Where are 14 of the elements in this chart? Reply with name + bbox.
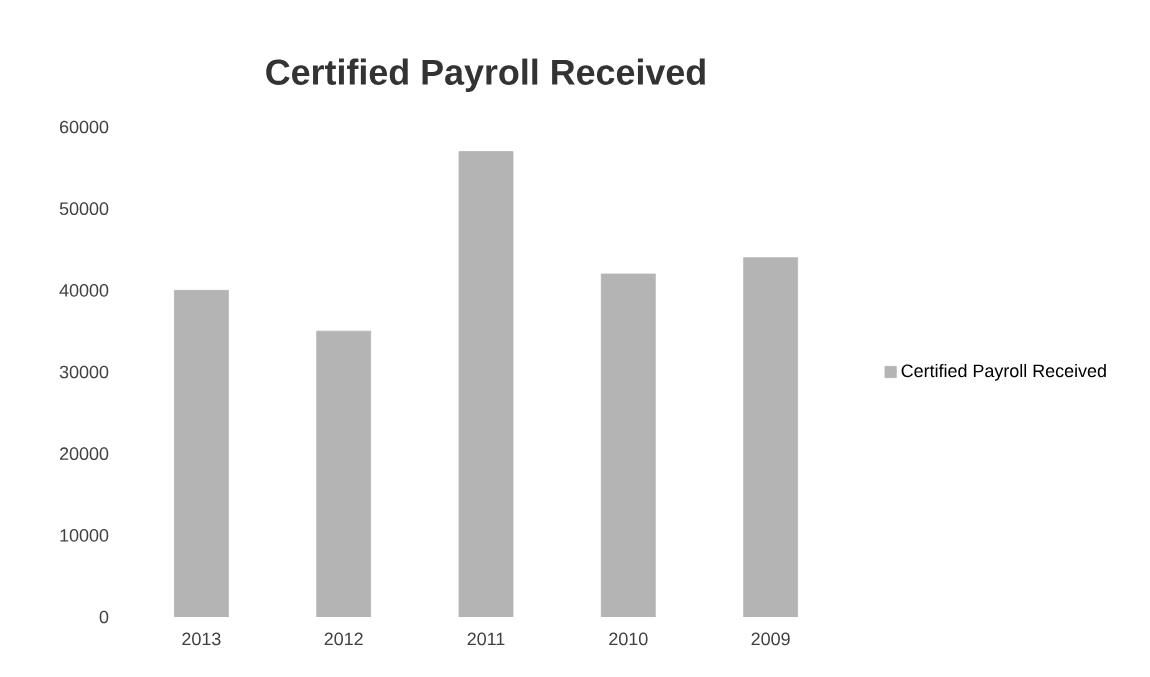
y-tick-label: 50000 — [59, 202, 109, 216]
chart-title: Certified Payroll Received — [266, 58, 705, 93]
x-tick-label: 2013 — [182, 632, 221, 646]
y-tick-label: 20000 — [60, 447, 109, 461]
x-tick-label: 2011 — [467, 632, 505, 646]
y-tick-label: 40000 — [59, 283, 109, 297]
legend-label: Certified Payroll Received — [901, 364, 1106, 381]
y-tick-label: 10000 — [60, 528, 109, 542]
x-tick-label: 2009 — [751, 632, 790, 646]
y-tick-label: 0 — [99, 610, 109, 624]
x-tick-label: 2010 — [609, 632, 648, 646]
y-tick-label: 30000 — [59, 365, 109, 379]
x-tick-label: 2012 — [324, 632, 363, 646]
y-tick-label: 60000 — [60, 120, 109, 134]
